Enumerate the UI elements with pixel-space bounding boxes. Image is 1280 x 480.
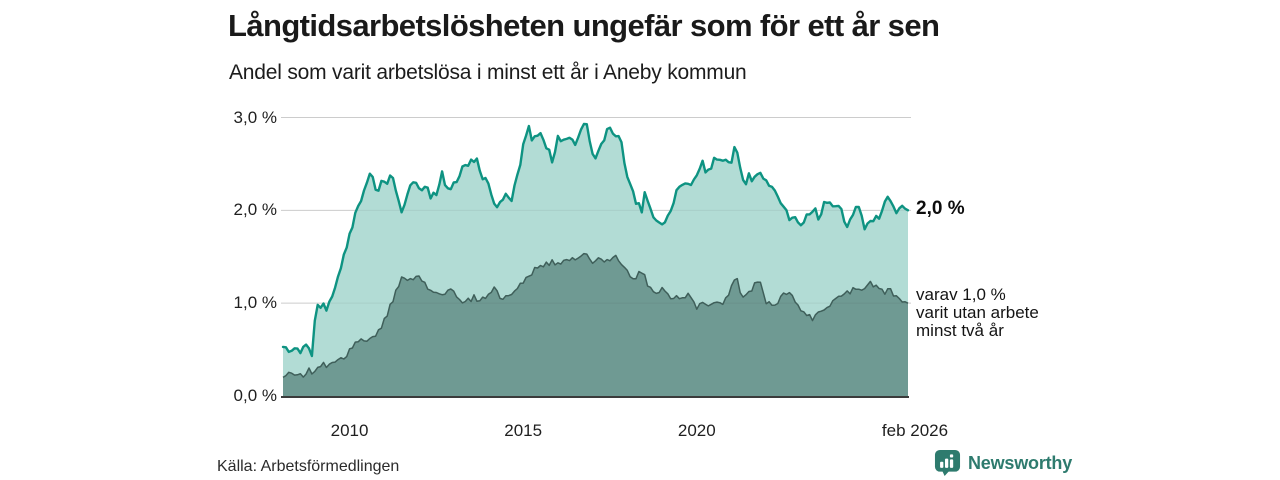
x-tick-label: feb 2026 [881,421,949,440]
latest-value-label: 2,0 % [916,198,965,219]
source-attribution: Källa: Arbetsförmedlingen [217,458,400,475]
y-tick-label: 3,0 % [233,107,277,127]
subseries-annotation: varav 1,0 % varit utan arbete minst två … [916,285,1039,340]
chart-subtitle: Andel som varit arbetslösa i minst ett å… [229,61,747,84]
series-two-year-line [282,252,909,379]
x-tick-label: 2010 [330,421,369,440]
y-tick-label: 1,0 % [233,293,277,313]
newsworthy-logo-icon [934,449,961,477]
series-total-area [283,124,908,396]
x-tick-label: 2015 [504,421,543,440]
series-two-year-area [283,253,908,396]
series-total-line [281,122,910,358]
y-tick-label: 0,0 % [233,386,277,405]
x-tick-label: 2020 [677,421,716,440]
brand-name: Newsworthy [968,452,1073,473]
page-title: Långtidsarbetslösheten ungefär som för e… [228,8,940,43]
newsworthy-logo: Newsworthy [934,449,1072,477]
y-tick-label: 2,0 % [233,200,277,220]
